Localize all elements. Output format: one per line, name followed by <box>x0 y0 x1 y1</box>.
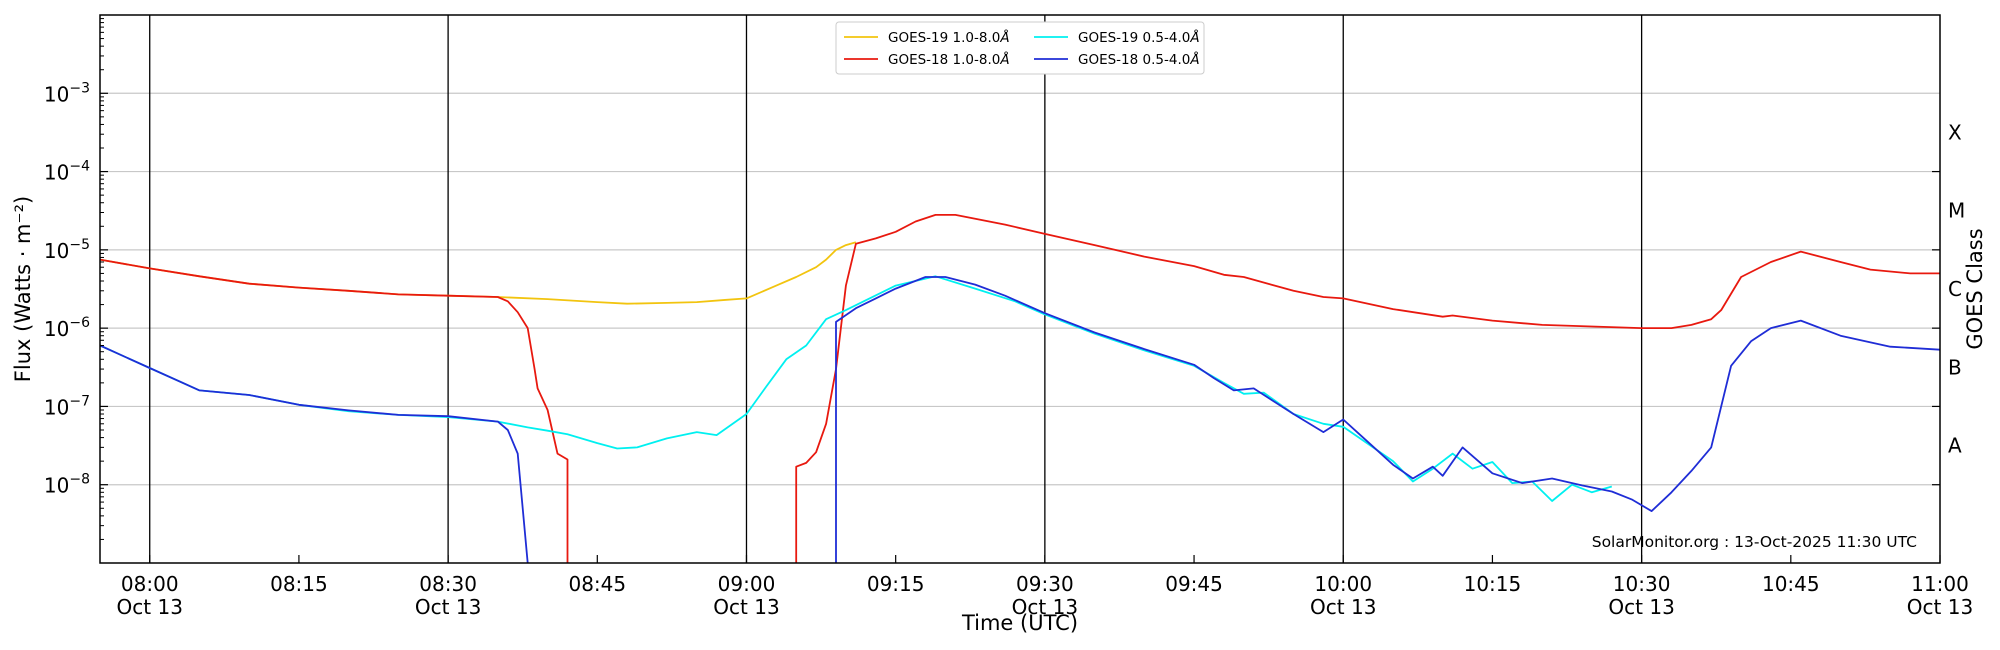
x-tick-label: 10:30 <box>1613 572 1671 596</box>
x-tick-label: 08:00 <box>121 572 179 596</box>
legend-unit: Å <box>1189 29 1199 46</box>
legend-label: GOES-18 0.5-4.0Å <box>1078 51 1200 68</box>
x-tick-label: 08:30 <box>419 572 477 596</box>
y-tick-label: 10−6 <box>44 315 90 341</box>
x-tick-date: Oct 13 <box>713 595 779 619</box>
goes-class-B: B <box>1948 355 1962 379</box>
y-tick-label: 10−5 <box>44 237 90 263</box>
x-tick-label: 10:00 <box>1314 572 1372 596</box>
day-hour-lines <box>149 15 1643 563</box>
series-line-0-0 <box>100 241 857 305</box>
plot-frame <box>99 14 1941 564</box>
y-tick-exponent: −8 <box>69 472 90 488</box>
series-line-3-1 <box>835 276 1940 563</box>
grid-lines <box>100 92 1940 486</box>
legend-label: GOES-19 0.5-4.0Å <box>1078 29 1200 46</box>
goes-class-X: X <box>1948 120 1962 144</box>
x-tick-label: 10:45 <box>1762 572 1820 596</box>
y-tick-label: 10−8 <box>44 472 90 498</box>
x-tick-date: Oct 13 <box>1608 595 1674 619</box>
y-axis-ticks: 10−3 10−4 10−5 10−6 10−7 10−8 <box>44 18 108 540</box>
y-axis-label: Flux (Watts · m⁻²) <box>11 196 35 382</box>
y-tick-exponent: −3 <box>69 80 90 96</box>
x-tick-label: 09:00 <box>718 572 776 596</box>
x-tick-label: 08:15 <box>270 572 328 596</box>
legend-unit: Å <box>999 29 1009 46</box>
legend-label: GOES-18 1.0-8.0Å <box>888 51 1010 68</box>
goes-class-M: M <box>1948 199 1965 223</box>
x-tick-date: Oct 13 <box>117 595 183 619</box>
y-tick-label: 10−4 <box>44 159 90 185</box>
x-axis-label: Time (UTC) <box>961 611 1078 635</box>
y-tick-exponent: −7 <box>69 393 90 409</box>
y-tick-exponent: −5 <box>69 237 90 253</box>
legend-label: GOES-19 1.0-8.0Å <box>888 29 1010 46</box>
goes-class-labels: X M C B A <box>1932 120 1965 486</box>
legend-box <box>835 21 1205 75</box>
x-tick-label: 09:45 <box>1165 572 1223 596</box>
series-line-1-1 <box>795 214 1940 563</box>
series-line-1-0 <box>100 258 569 563</box>
x-tick-label: 09:30 <box>1016 572 1074 596</box>
x-tick-label: 09:15 <box>867 572 925 596</box>
y-tick-exponent: −6 <box>69 315 90 331</box>
x-tick-date: Oct 13 <box>1907 595 1973 619</box>
y-tick-exponent: −4 <box>69 159 90 175</box>
series-line-3-0 <box>100 344 529 563</box>
credit-text: SolarMonitor.org : 13-Oct-2025 11:30 UTC <box>1592 533 1917 551</box>
x-tick-date: Oct 13 <box>415 595 481 619</box>
legend-unit: Å <box>999 51 1009 68</box>
x-tick-label: 11:00 <box>1911 572 1969 596</box>
y-tick-label: 10−7 <box>44 393 90 419</box>
goes-class-C: C <box>1948 277 1962 301</box>
x-tick-label: 10:15 <box>1464 572 1522 596</box>
series-line-2-0 <box>100 275 1613 502</box>
legend-unit: Å <box>1189 51 1199 68</box>
goes-class-A: A <box>1948 434 1962 458</box>
y2-axis-label: GOES Class <box>1963 228 1987 349</box>
x-tick-date: Oct 13 <box>1310 595 1376 619</box>
y-tick-label: 10−3 <box>44 80 90 106</box>
x-tick-date: Oct 13 <box>1012 595 1078 619</box>
legend: GOES-19 1.0-8.0Å GOES-19 0.5-4.0Å GOES-18 … <box>835 21 1205 75</box>
series-lines <box>100 214 1940 563</box>
x-tick-label: 08:45 <box>568 572 626 596</box>
